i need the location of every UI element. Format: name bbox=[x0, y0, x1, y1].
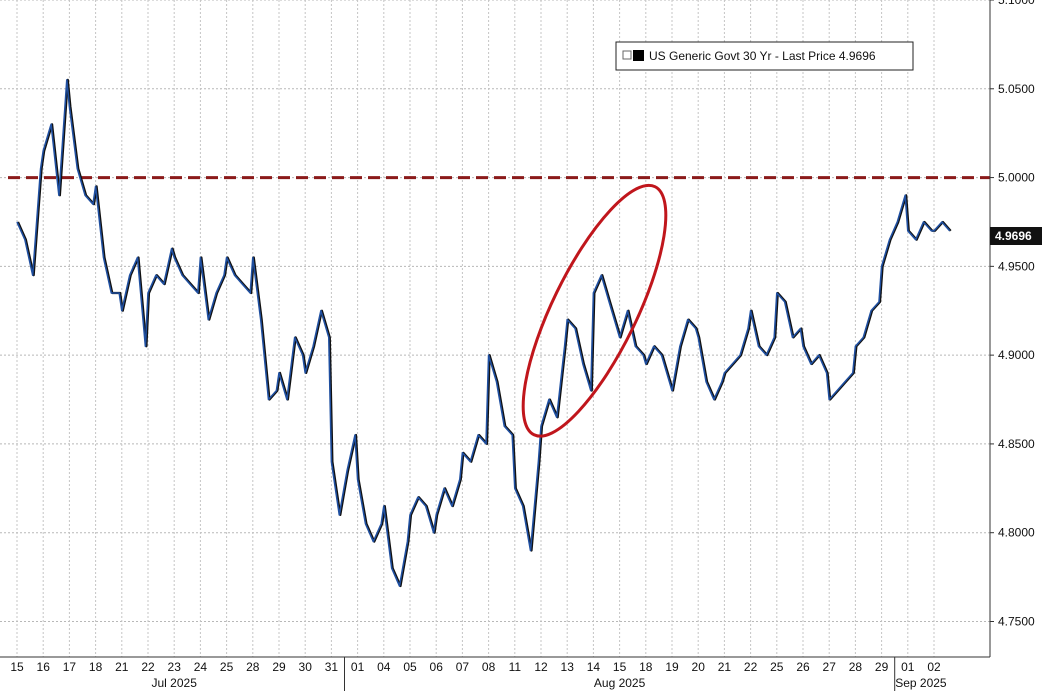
x-tick-label: 29 bbox=[272, 660, 286, 674]
x-month-label: Aug 2025 bbox=[594, 676, 646, 690]
plot-background bbox=[0, 0, 990, 657]
x-tick-label: 28 bbox=[849, 660, 863, 674]
y-tick-label: 4.9500 bbox=[998, 259, 1035, 273]
x-tick-label: 05 bbox=[403, 660, 417, 674]
x-tick-label: 28 bbox=[246, 660, 260, 674]
last-value-box bbox=[990, 227, 1042, 245]
x-tick-label: 29 bbox=[875, 660, 889, 674]
x-tick-label: 21 bbox=[115, 660, 129, 674]
x-tick-label: 04 bbox=[377, 660, 391, 674]
x-tick-label: 22 bbox=[744, 660, 758, 674]
y-tick-label: 5.1000 bbox=[998, 0, 1035, 7]
x-tick-label: 01 bbox=[901, 660, 915, 674]
x-tick-label: 18 bbox=[639, 660, 653, 674]
y-tick-label: 4.9000 bbox=[998, 348, 1035, 362]
x-tick-label: 25 bbox=[220, 660, 234, 674]
x-tick-label: 25 bbox=[770, 660, 784, 674]
x-tick-label: 07 bbox=[456, 660, 470, 674]
x-tick-label: 14 bbox=[587, 660, 601, 674]
x-tick-label: 01 bbox=[351, 660, 365, 674]
x-tick-label: 27 bbox=[823, 660, 837, 674]
last-value-label: 4.9696 bbox=[995, 229, 1032, 243]
x-tick-label: 23 bbox=[168, 660, 182, 674]
highlight-ellipse bbox=[521, 183, 668, 438]
y-tick-label: 4.8500 bbox=[998, 437, 1035, 451]
y-tick-label: 4.7500 bbox=[998, 614, 1035, 628]
series-lines bbox=[16, 78, 952, 588]
x-tick-label: 17 bbox=[63, 660, 77, 674]
series-line bbox=[16, 79, 951, 587]
x-tick-label: 16 bbox=[37, 660, 51, 674]
legend-label: US Generic Govt 30 Yr - Last Price 4.969… bbox=[649, 49, 876, 63]
x-tick-label: 06 bbox=[430, 660, 444, 674]
x-tick-label: 12 bbox=[534, 660, 548, 674]
highlight-ring bbox=[521, 183, 668, 438]
y-tick-label: 5.0500 bbox=[998, 82, 1035, 96]
x-tick-label: 24 bbox=[194, 660, 208, 674]
x-tick-label: 02 bbox=[927, 660, 941, 674]
legend-box bbox=[615, 41, 914, 71]
x-tick-label: 21 bbox=[718, 660, 732, 674]
x-tick-label: 11 bbox=[509, 660, 522, 674]
y-axis: 4.7500 4.8000 4.8500 4.9000 4.9500 5.0000 5.05… bbox=[989, 0, 1035, 657]
legend-toggle-icon bbox=[622, 50, 632, 60]
y-tick-label: 5.0000 bbox=[998, 171, 1035, 185]
legend: US Generic Govt 30 Yr - Last Price 4.969… bbox=[615, 41, 914, 71]
x-tick-label: 22 bbox=[141, 660, 155, 674]
x-tick-label: 26 bbox=[796, 660, 810, 674]
last-value-badge: 4.9696 bbox=[990, 227, 1042, 245]
x-tick-label: 15 bbox=[613, 660, 627, 674]
x-month-label: Jul 2025 bbox=[152, 676, 198, 690]
legend-swatch-icon bbox=[633, 50, 644, 61]
x-tick-label: 13 bbox=[561, 660, 575, 674]
y-tick-label: 4.8000 bbox=[998, 526, 1035, 540]
x-tick-label: 30 bbox=[299, 660, 313, 674]
x-month-label: Sep 2025 bbox=[895, 676, 947, 690]
x-tick-label: 20 bbox=[692, 660, 706, 674]
x-tick-label: 18 bbox=[89, 660, 103, 674]
x-axis: 15 16 17 18 21 22 23 24 25 28 29 30 31 01 04 05 06 07 08 11… bbox=[0, 656, 990, 691]
x-tick-label: 31 bbox=[325, 660, 339, 674]
x-tick-label: 08 bbox=[482, 660, 496, 674]
x-tick-label: 19 bbox=[665, 660, 679, 674]
x-tick-label: 15 bbox=[10, 660, 24, 674]
